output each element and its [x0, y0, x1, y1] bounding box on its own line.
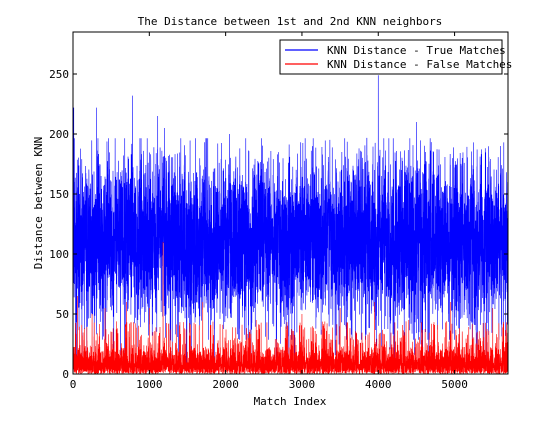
x-tick-label: 4000 [365, 378, 392, 391]
chart-title: The Distance between 1st and 2nd KNN nei… [138, 15, 443, 28]
y-tick-label: 200 [49, 128, 69, 141]
plot-frame [72, 31, 509, 375]
x-axis-label: Match Index [254, 395, 327, 408]
y-tick-label: 250 [49, 68, 69, 81]
x-tick-label: 0 [70, 378, 77, 391]
legend-label-true-matches: KNN Distance - True Matches [327, 44, 506, 57]
y-tick-label: 150 [49, 188, 69, 201]
legend-label-false-matches: KNN Distance - False Matches [327, 58, 512, 71]
x-tick-label: 3000 [289, 378, 316, 391]
x-tick-label: 5000 [441, 378, 468, 391]
ticks-layer: 0 1000 2000 3000 4000 5000 0 50 100 150 200 250 [49, 32, 508, 391]
series-line-false-matches [72, 241, 509, 375]
y-tick-label: 50 [56, 308, 69, 321]
x-tick-label: 2000 [212, 378, 239, 391]
x-tick-label: 1000 [136, 378, 163, 391]
y-axis-label: Distance between KNN [32, 137, 45, 269]
series-layer [72, 75, 509, 375]
series-line-true-matches [72, 75, 509, 369]
y-tick-label: 100 [49, 248, 69, 261]
legend: KNN Distance - True Matches KNN Distance… [279, 39, 512, 75]
y-tick-label: 0 [62, 368, 69, 381]
legend-box [279, 39, 503, 75]
